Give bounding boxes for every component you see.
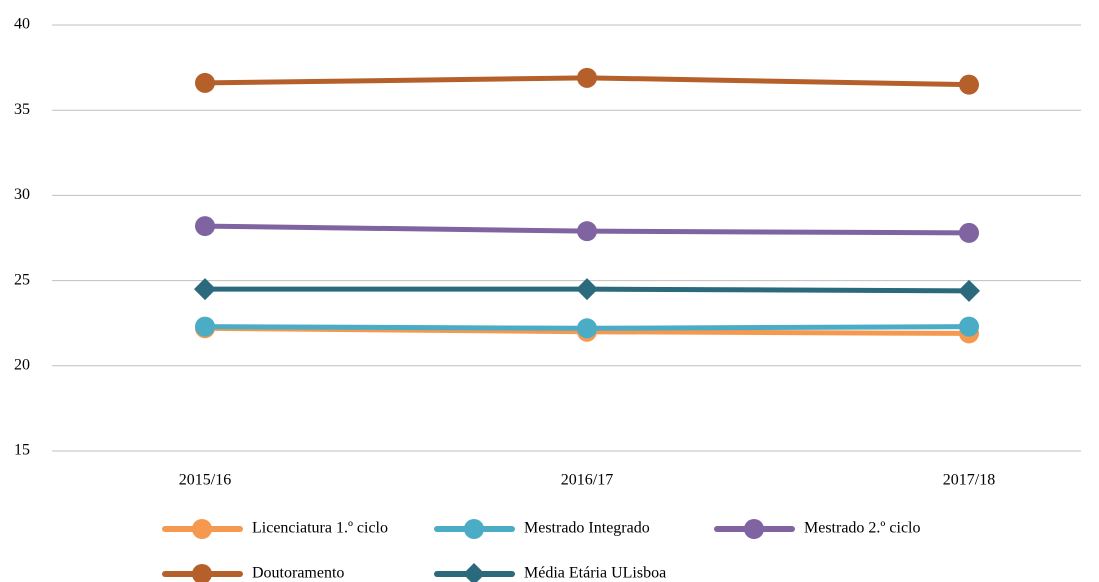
data-point xyxy=(577,221,597,242)
data-point xyxy=(959,222,979,243)
legend-label: Licenciatura 1.º ciclo xyxy=(252,520,388,537)
data-point xyxy=(195,216,215,237)
y-tick-label: 20 xyxy=(14,356,30,373)
y-tick-label: 40 xyxy=(14,16,30,33)
legend-label: Doutoramento xyxy=(252,565,344,582)
legend-marker xyxy=(464,519,484,539)
data-point xyxy=(577,318,597,339)
y-tick-label: 30 xyxy=(14,186,30,203)
x-tick-label: 2015/16 xyxy=(179,472,231,489)
legend-marker xyxy=(463,563,485,582)
data-point xyxy=(576,278,598,301)
data-point xyxy=(195,316,215,337)
legend-label: Média Etária ULisboa xyxy=(524,565,666,582)
data-point xyxy=(959,316,979,337)
data-point xyxy=(958,279,980,302)
data-point xyxy=(194,278,216,301)
x-tick-label: 2016/17 xyxy=(561,472,613,489)
legend-marker xyxy=(192,519,212,539)
data-point xyxy=(577,67,597,88)
data-point xyxy=(959,74,979,95)
legend-label: Mestrado 2.º ciclo xyxy=(804,520,920,537)
x-tick-label: 2017/18 xyxy=(943,472,995,489)
y-tick-label: 15 xyxy=(14,442,30,459)
y-tick-label: 25 xyxy=(14,271,30,288)
legend-marker xyxy=(744,519,764,539)
legend-marker xyxy=(192,564,212,582)
legend-label: Mestrado Integrado xyxy=(524,520,650,537)
y-tick-label: 35 xyxy=(14,101,30,118)
data-point xyxy=(195,72,215,93)
